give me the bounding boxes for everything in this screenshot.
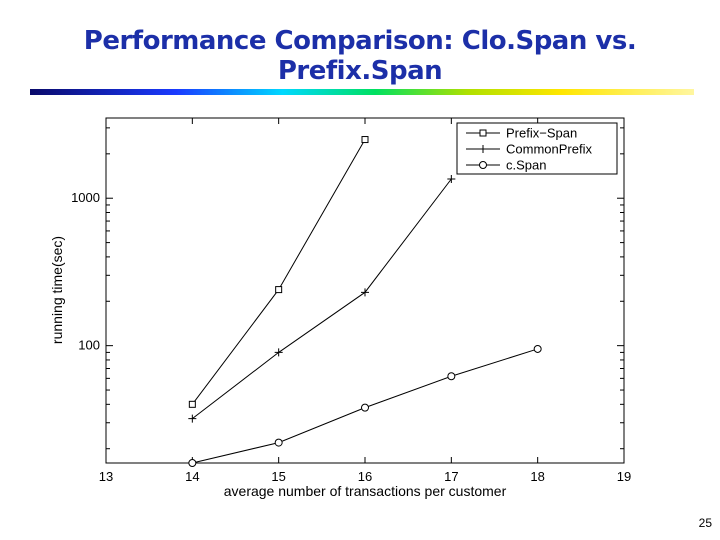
series-square: [188, 136, 369, 408]
circle-marker: [361, 403, 369, 412]
plus-marker: [274, 348, 283, 357]
series-plus: [188, 175, 456, 423]
circle-marker: [479, 161, 487, 169]
series-group: [188, 136, 542, 467]
series-circle: [188, 344, 542, 467]
circle-marker: [447, 372, 456, 381]
square-marker: [275, 286, 283, 294]
x-tick-label: 17: [444, 469, 458, 484]
legend-entry-label: Prefix−Span: [506, 126, 577, 141]
circle-marker: [274, 438, 283, 447]
slide-title: Performance Comparison: Clo.Span vs. Pre…: [83, 26, 637, 86]
square-marker: [479, 129, 487, 137]
x-tick-label: 18: [530, 469, 544, 484]
axis-ticks: 13 14 15 16 17 18 19 100 1000: [71, 118, 631, 484]
x-tick-label: 14: [185, 469, 199, 484]
x-tick-label: 15: [271, 469, 285, 484]
slide-number: 25: [698, 516, 712, 530]
plus-marker: [188, 414, 197, 423]
y-tick-label: 1000: [71, 190, 100, 205]
x-tick-label: 13: [99, 469, 113, 484]
series-line-plus: [192, 178, 452, 420]
circle-marker: [533, 344, 542, 353]
legend-entry-label: CommonPrefix: [506, 142, 592, 157]
title-gradient-bar: [30, 89, 694, 95]
square-marker: [361, 136, 369, 144]
plus-marker: [447, 175, 456, 184]
circle-marker: [188, 459, 197, 467]
plus-marker: [479, 145, 487, 153]
x-axis-label: average number of transactions per custo…: [224, 483, 507, 499]
x-tick-label: 16: [358, 469, 372, 484]
x-tick-label: 19: [617, 469, 631, 484]
y-axis-label: running time(sec): [49, 236, 65, 344]
square-marker: [188, 400, 196, 408]
plus-marker: [361, 288, 369, 297]
y-tick-label: 100: [78, 338, 100, 353]
legend-entry-label: c.Span: [506, 158, 546, 173]
